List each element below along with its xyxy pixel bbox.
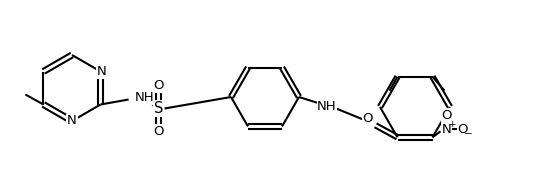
Text: O: O (457, 123, 468, 136)
Text: +: + (447, 120, 456, 129)
Text: O: O (362, 112, 373, 125)
Text: N: N (97, 65, 106, 78)
Text: NH: NH (317, 101, 337, 114)
Text: −: − (464, 129, 473, 139)
Text: N: N (442, 123, 451, 136)
Text: O: O (441, 109, 452, 122)
Text: NH: NH (135, 91, 154, 104)
Text: O: O (153, 79, 164, 92)
Text: O: O (153, 125, 164, 138)
Text: N: N (67, 114, 77, 127)
Text: S: S (154, 101, 163, 116)
